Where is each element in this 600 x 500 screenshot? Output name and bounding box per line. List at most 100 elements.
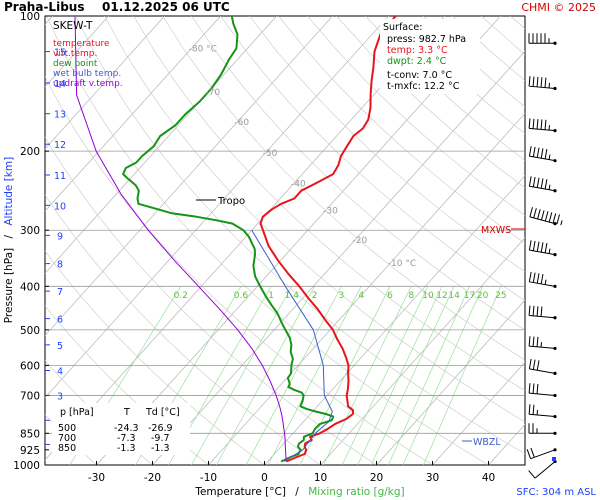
dry-adiabat bbox=[278, 16, 525, 244]
mixing-ratio-line bbox=[245, 286, 342, 465]
mixing-ratio-line bbox=[323, 286, 412, 465]
wind-barb-flag bbox=[528, 76, 531, 87]
temperature-tick-label: -30 bbox=[88, 472, 105, 484]
levels-table: p [hPa] T Td [°C] 500 -24.3 -26.9 700 -7… bbox=[52, 403, 190, 455]
wind-barb-base bbox=[553, 41, 557, 45]
temperature-tick-label: 0 bbox=[261, 472, 268, 484]
series-dew-point bbox=[122, 16, 335, 463]
wind-barb-flag bbox=[540, 77, 543, 88]
wind-barb bbox=[528, 423, 557, 435]
isotherm-line bbox=[45, 16, 333, 337]
series-wet-bulb-temp- bbox=[251, 229, 333, 462]
mixing-ratio-line bbox=[216, 286, 315, 465]
wind-barb-staff bbox=[529, 85, 556, 89]
wind-barb bbox=[528, 240, 557, 257]
tropopause-label: Tropo bbox=[217, 196, 245, 207]
surface-tmxfc: t-mxfc: 12.2 °C bbox=[387, 81, 460, 92]
dry-adiabat bbox=[249, 16, 525, 273]
dry-adiabat bbox=[307, 16, 525, 216]
isotherm-label: -80 °C bbox=[189, 45, 217, 55]
isotherm-line bbox=[320, 237, 525, 465]
wind-barb-flag bbox=[532, 359, 536, 370]
surface-title: Surface: bbox=[383, 22, 422, 33]
wind-barb bbox=[528, 336, 557, 351]
legend-wet-bulb: wet bulb temp. bbox=[53, 69, 121, 79]
pressure-tick-label: 850 bbox=[20, 428, 40, 440]
wind-barb-flag bbox=[528, 118, 531, 129]
temperature-tick-label: 30 bbox=[426, 472, 439, 484]
wind-barb-flag bbox=[536, 177, 540, 188]
altitude-tick-label: 14 bbox=[54, 79, 66, 90]
mixing-ratio-line bbox=[191, 286, 293, 465]
altitude-tick-label: 15 bbox=[54, 48, 66, 59]
pressure-tick-label: 1000 bbox=[13, 460, 40, 472]
wind-barb-flag bbox=[532, 404, 535, 415]
pressure-tick-label: 300 bbox=[20, 225, 40, 237]
wind-barb-half bbox=[544, 279, 547, 285]
wind-barb-staff bbox=[529, 315, 556, 319]
wind-barb-base bbox=[553, 431, 557, 435]
table-row-p: 700 bbox=[58, 433, 76, 444]
wind-barb-staff bbox=[529, 281, 556, 287]
altitude-tick-label: 6 bbox=[57, 315, 63, 326]
mixing-ratio-label: 1 bbox=[268, 291, 274, 301]
wind-barb-flag bbox=[556, 214, 561, 225]
wind-barb-flag bbox=[528, 404, 531, 415]
wind-barb-flag bbox=[540, 242, 544, 253]
series-temperature bbox=[259, 16, 397, 463]
wind-barb bbox=[528, 383, 557, 398]
wind-barb-flag bbox=[540, 119, 543, 130]
wind-barb-flag bbox=[548, 212, 553, 223]
x-axis-separator: / bbox=[295, 486, 299, 498]
dry-adiabat bbox=[481, 16, 525, 56]
isotherm-line bbox=[152, 50, 525, 465]
isotherm-label: -40 bbox=[291, 180, 306, 190]
wind-barb-flag bbox=[532, 76, 535, 87]
wind-barb-flag bbox=[532, 146, 536, 157]
x-axis-label: Temperature [°C] bbox=[194, 486, 286, 498]
wind-barb-flag bbox=[532, 336, 535, 347]
table-bg bbox=[52, 403, 190, 455]
wind-barbs bbox=[526, 33, 563, 479]
wind-barb-flag bbox=[532, 240, 536, 251]
wind-barb-staff bbox=[529, 345, 556, 349]
wind-barb bbox=[528, 176, 557, 193]
wind-barb-flag bbox=[537, 209, 541, 220]
wind-barb-base bbox=[553, 284, 557, 288]
wind-barb-flag bbox=[544, 242, 548, 253]
isotherm-line bbox=[208, 112, 525, 465]
isotherm-label: -20 bbox=[353, 236, 368, 246]
wind-barb-flag bbox=[526, 449, 532, 459]
wind-barb-flag bbox=[528, 305, 531, 316]
isotherm-line bbox=[45, 16, 221, 212]
wind-barb-base bbox=[553, 346, 557, 351]
pressure-tick-label: 400 bbox=[20, 281, 40, 293]
table-row-p: 850 bbox=[58, 443, 76, 454]
temperature-tick-label: -20 bbox=[144, 472, 161, 484]
wind-barb-base bbox=[553, 414, 557, 419]
temperature-tick-label: 40 bbox=[482, 472, 495, 484]
dry-adiabat bbox=[510, 16, 525, 29]
wind-barb bbox=[528, 459, 557, 479]
copyright: CHMI © 2025 bbox=[521, 1, 596, 14]
wind-barb bbox=[528, 76, 557, 91]
pressure-tick-label: 700 bbox=[20, 390, 40, 402]
altitude-tick-label: 12 bbox=[54, 140, 66, 151]
wind-barb-flag bbox=[536, 360, 540, 371]
table-header-t: T bbox=[123, 407, 130, 418]
mixing-ratio-line bbox=[267, 286, 362, 465]
wind-barb-flag bbox=[544, 211, 549, 222]
wind-barb-staff bbox=[529, 249, 556, 256]
wind-barb-staff bbox=[529, 413, 556, 418]
mixing-ratio-line bbox=[402, 286, 483, 465]
wind-barb-base bbox=[553, 448, 557, 452]
surface-info-box: Surface: press: 982.7 hPa temp: 3.3 °C d… bbox=[380, 19, 480, 94]
wind-barb-half bbox=[560, 220, 563, 226]
wind-barb-flag bbox=[540, 273, 544, 284]
mixing-ratio-line bbox=[341, 286, 429, 465]
wind-barb-flag bbox=[540, 148, 544, 159]
isotherm-line bbox=[376, 299, 525, 465]
wind-barb-flag bbox=[532, 272, 536, 283]
mixing-ratio-label: 0.2 bbox=[174, 291, 188, 301]
wind-barb-flag bbox=[530, 447, 535, 458]
